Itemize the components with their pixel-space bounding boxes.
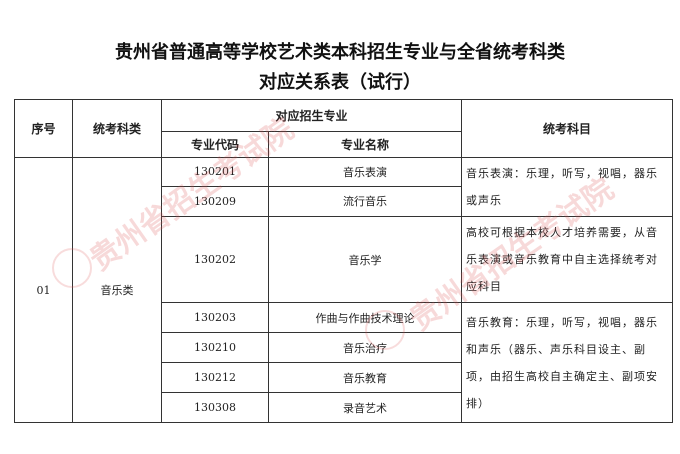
major-name: 音乐治疗 (267, 332, 463, 363)
document-title-line2: 对应关系表（试行） (259, 72, 421, 93)
major-name: 录音艺术 (267, 392, 463, 423)
header-name: 专业名称 (267, 131, 463, 158)
subjects-cell: 音乐表演：乐理，听写，视唱，器乐或声乐 (461, 157, 674, 217)
major-name: 音乐教育 (267, 362, 463, 393)
header-code: 专业代码 (161, 131, 269, 158)
correspondence-table: 序号 统考科类 对应招生专业 统考科目 专业代码 专业名称 01 音乐类 130… (14, 99, 674, 423)
major-name: 流行音乐 (267, 185, 463, 218)
document-title-line1: 贵州省普通高等学校艺术类本科招生专业与全省统考科类 (115, 42, 565, 63)
subjects-cell: 高校可根据本校人才培养需要，从音乐表演或音乐教育中自主选择统考对应科目 (461, 216, 674, 303)
major-name: 音乐学 (267, 216, 463, 303)
subjects-cell: 音乐教育：乐理，听写，视唱，器乐和声乐（器乐、声乐科目设主、副项，由招生高校自主… (461, 302, 674, 423)
major-code: 130201 (161, 157, 269, 187)
row-category: 音乐类 (72, 157, 162, 423)
header-majors: 对应招生专业 (160, 99, 463, 132)
major-code: 130210 (161, 332, 269, 363)
major-name: 作曲与作曲技术理论 (267, 302, 463, 333)
header-seq: 序号 (14, 99, 73, 158)
major-code: 130202 (161, 216, 269, 303)
major-code: 130308 (161, 392, 269, 423)
major-code: 130209 (161, 185, 269, 218)
major-code: 130212 (161, 362, 269, 393)
major-code: 130203 (161, 302, 269, 333)
row-seq: 01 (14, 157, 73, 423)
major-name: 音乐表演 (267, 157, 463, 187)
header-category: 统考科类 (72, 99, 162, 158)
header-subjects: 统考科目 (461, 99, 674, 158)
